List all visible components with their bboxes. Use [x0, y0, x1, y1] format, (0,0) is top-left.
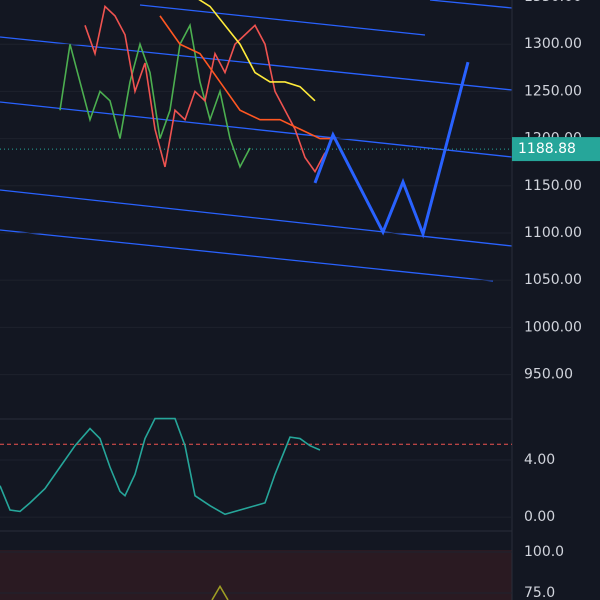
trend-line [139, 4, 426, 36]
series-line [211, 584, 229, 600]
series-line [0, 417, 321, 516]
series-line [313, 61, 470, 239]
y-tick-label: 4.00 [524, 452, 555, 468]
y-tick-label: 75.0 [524, 585, 555, 600]
band [0, 550, 512, 600]
y-tick-label: 0.00 [524, 509, 555, 525]
channel-lines [0, 0, 513, 282]
price-label: 1188.88 [518, 141, 576, 157]
price-label-box [512, 137, 600, 162]
series-line [159, 15, 335, 140]
series-line [198, 0, 316, 102]
y-tick-label: 1250.00 [524, 83, 582, 99]
y-tick-label: 100.0 [524, 544, 564, 560]
trend-line [0, 36, 513, 91]
trend-line [0, 189, 513, 247]
y-tick-label: 1050.00 [524, 272, 582, 288]
series-line [84, 4, 326, 174]
trend-line [0, 101, 513, 158]
y-tick-label: 1150.00 [524, 178, 582, 194]
series-line [59, 22, 251, 169]
trend-line [429, 0, 513, 9]
y-tick-label: 1300.00 [524, 36, 582, 52]
trend-line [0, 229, 494, 282]
y-tick-label: 1350.00 [524, 0, 582, 5]
y-tick-label: 1100.00 [524, 225, 582, 241]
y-tick-label: 1000.00 [524, 319, 582, 335]
y-tick-label: 950.00 [524, 367, 573, 383]
